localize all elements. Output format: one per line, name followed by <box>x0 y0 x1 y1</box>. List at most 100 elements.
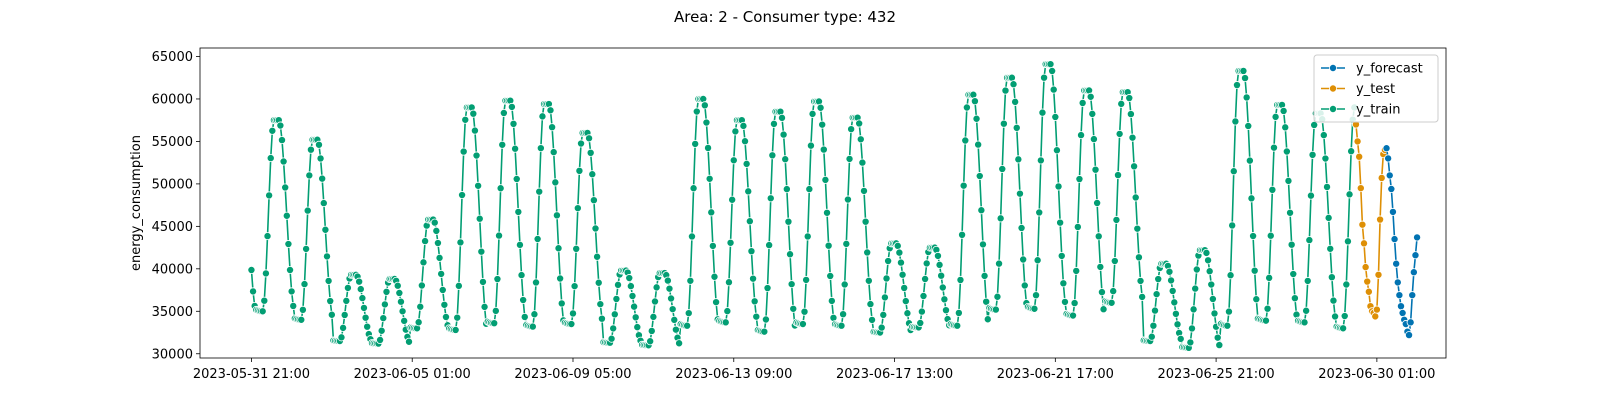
data-point-y_train <box>823 208 832 217</box>
data-point-y_train <box>805 185 814 194</box>
data-point-y_train <box>528 322 537 331</box>
data-point-y_train <box>355 277 364 286</box>
data-point-y_train <box>454 281 463 290</box>
data-point-y_train <box>1305 236 1314 245</box>
data-point-y_train <box>491 306 500 315</box>
data-point-y_train <box>879 310 888 319</box>
data-point-y_train <box>747 247 756 256</box>
data-point-y_train <box>1204 256 1213 265</box>
data-point-y_train <box>1114 171 1123 180</box>
data-point-y_train <box>261 269 270 278</box>
x-tick-label: 2023-06-21 17:00 <box>997 367 1114 382</box>
data-point-y_train <box>610 310 619 319</box>
data-point-y_train <box>1205 267 1214 276</box>
data-point-y_train <box>556 274 565 283</box>
data-point-y_train <box>940 295 949 304</box>
data-point-y_train <box>453 313 462 322</box>
data-point-y_train <box>1147 332 1156 341</box>
data-point-y_train <box>1173 320 1182 329</box>
data-point-y_train <box>1269 143 1278 152</box>
data-point-y_train <box>535 187 544 196</box>
data-point-y_train <box>1099 305 1108 314</box>
data-point-y_train <box>721 318 730 327</box>
legend-frame <box>1313 54 1439 123</box>
data-point-y_train <box>1019 255 1028 264</box>
data-point-y_test <box>1361 263 1370 272</box>
data-point-y_train <box>554 244 563 253</box>
data-point-y_train <box>1059 279 1068 288</box>
data-point-y_train <box>570 282 579 291</box>
data-point-y_train <box>509 119 518 128</box>
data-point-y_train <box>739 121 748 130</box>
data-point-y_train <box>1302 306 1311 315</box>
data-point-y_train <box>1210 309 1219 318</box>
data-point-y_train <box>1191 284 1200 293</box>
data-point-y_train <box>935 260 944 269</box>
data-point-y_train <box>276 121 285 130</box>
data-point-y_train <box>380 300 389 309</box>
data-point-y_train <box>816 103 825 112</box>
data-point-y_train <box>972 114 981 123</box>
data-point-y_train <box>1154 275 1163 284</box>
x-tick-label: 2023-06-30 01:00 <box>1318 367 1435 382</box>
y-tick-label: 60000 <box>152 92 193 107</box>
y-tick-label: 45000 <box>152 220 193 235</box>
data-point-y_train <box>1089 135 1098 144</box>
data-point-y_train <box>647 326 656 335</box>
legend-marker-y_train <box>1329 105 1338 114</box>
data-point-y_train <box>749 274 758 283</box>
data-point-y_train <box>1086 92 1095 101</box>
data-point-y_train <box>496 184 505 193</box>
data-point-y_train <box>1007 73 1016 82</box>
data-point-y_train <box>430 218 439 227</box>
data-point-y_train <box>1263 304 1272 313</box>
data-point-y_train <box>1125 94 1134 103</box>
data-point-y_train <box>532 278 541 287</box>
data-point-y_train <box>247 266 256 275</box>
data-point-y_train <box>938 283 947 292</box>
data-point-y_train <box>803 232 812 241</box>
data-point-y_train <box>303 206 312 215</box>
data-point-y_train <box>691 139 700 148</box>
data-point-y_train <box>416 302 425 311</box>
data-point-y_train <box>512 174 521 183</box>
data-point-y_train <box>880 293 889 302</box>
data-point-y_train <box>845 154 854 163</box>
data-point-y_train <box>470 126 479 135</box>
data-point-y_train <box>745 217 754 226</box>
data-point-y_train <box>766 194 775 203</box>
data-point-y_train <box>1033 256 1042 265</box>
data-point-y_train <box>306 145 315 154</box>
data-point-y_train <box>1133 224 1142 233</box>
data-point-y_train <box>726 238 735 247</box>
data-point-y_train <box>593 252 602 261</box>
x-tick-label: 2023-06-05 01:00 <box>354 367 471 382</box>
data-point-y_train <box>667 294 676 303</box>
data-point-y_train <box>530 310 539 319</box>
data-point-y_train <box>1290 294 1299 303</box>
data-point-y_train <box>1261 316 1270 325</box>
data-point-y_train <box>474 181 483 190</box>
data-point-y_train <box>778 113 787 122</box>
data-point-y_train <box>686 276 695 285</box>
data-point-y_train <box>573 204 582 213</box>
data-point-y_train <box>1268 185 1277 194</box>
data-point-y_train <box>1224 307 1233 316</box>
data-point-y_train <box>1030 304 1039 313</box>
data-point-y_train <box>860 186 869 195</box>
data-point-y_train <box>520 312 529 321</box>
data-point-y_train <box>671 325 680 334</box>
data-point-y_forecast <box>1387 184 1396 193</box>
data-point-y_train <box>980 271 989 280</box>
data-point-y_test <box>1372 305 1381 314</box>
data-point-y_train <box>692 107 701 116</box>
data-point-y_train <box>1327 273 1336 282</box>
data-point-y_train <box>1040 73 1049 82</box>
data-point-y_train <box>1038 108 1047 117</box>
data-point-y_train <box>323 252 332 261</box>
data-point-y_train <box>1168 286 1177 295</box>
data-point-y_train <box>1130 162 1139 171</box>
data-point-y_train <box>1202 248 1211 257</box>
data-point-y_train <box>1289 270 1298 279</box>
data-point-y_train <box>824 241 833 250</box>
